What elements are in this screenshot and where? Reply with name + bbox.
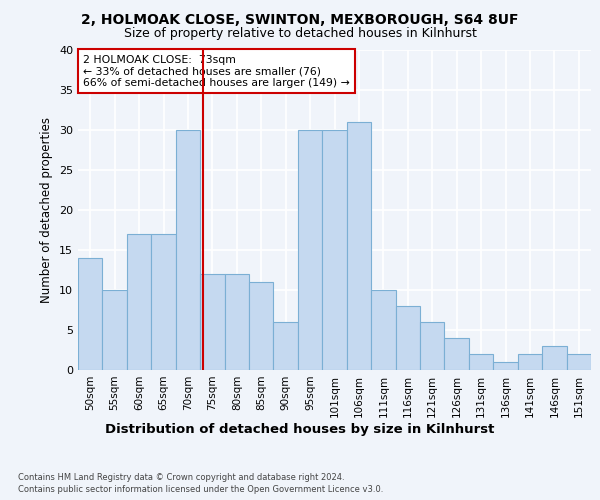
Text: 2, HOLMOAK CLOSE, SWINTON, MEXBOROUGH, S64 8UF: 2, HOLMOAK CLOSE, SWINTON, MEXBOROUGH, S… bbox=[81, 12, 519, 26]
Bar bbox=[103, 290, 127, 370]
Bar bbox=[298, 130, 322, 370]
Bar bbox=[542, 346, 566, 370]
Bar bbox=[322, 130, 347, 370]
Bar bbox=[127, 234, 151, 370]
Bar bbox=[493, 362, 518, 370]
Text: 2 HOLMOAK CLOSE:  73sqm
← 33% of detached houses are smaller (76)
66% of semi-de: 2 HOLMOAK CLOSE: 73sqm ← 33% of detached… bbox=[83, 55, 350, 88]
Text: Distribution of detached houses by size in Kilnhurst: Distribution of detached houses by size … bbox=[106, 422, 494, 436]
Bar bbox=[518, 354, 542, 370]
Bar bbox=[445, 338, 469, 370]
Bar bbox=[371, 290, 395, 370]
Y-axis label: Number of detached properties: Number of detached properties bbox=[40, 117, 53, 303]
Bar bbox=[395, 306, 420, 370]
Bar bbox=[347, 122, 371, 370]
Bar bbox=[200, 274, 224, 370]
Text: Contains HM Land Registry data © Crown copyright and database right 2024.: Contains HM Land Registry data © Crown c… bbox=[18, 472, 344, 482]
Text: Size of property relative to detached houses in Kilnhurst: Size of property relative to detached ho… bbox=[124, 28, 476, 40]
Bar bbox=[224, 274, 249, 370]
Bar bbox=[151, 234, 176, 370]
Bar bbox=[469, 354, 493, 370]
Bar bbox=[274, 322, 298, 370]
Bar bbox=[249, 282, 274, 370]
Bar bbox=[78, 258, 103, 370]
Bar bbox=[566, 354, 591, 370]
Bar bbox=[420, 322, 445, 370]
Text: Contains public sector information licensed under the Open Government Licence v3: Contains public sector information licen… bbox=[18, 485, 383, 494]
Bar bbox=[176, 130, 200, 370]
